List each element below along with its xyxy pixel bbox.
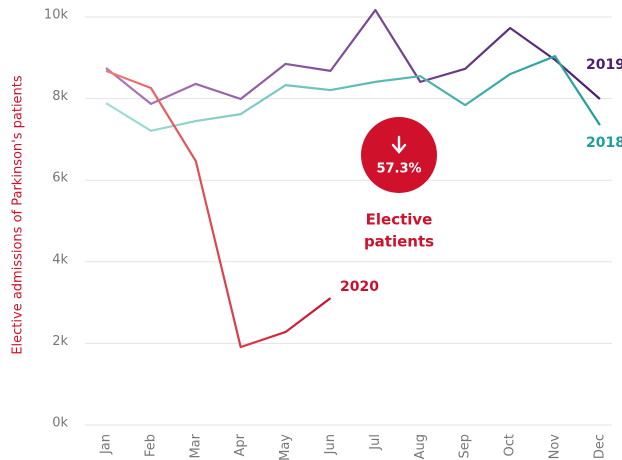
x-tick-label: Apr [233,433,248,456]
y-tick-label: 8k [52,89,68,104]
y-axis-label: Elective admissions of Parkinson's patie… [11,75,26,355]
series-label: 2020 [340,279,379,295]
y-tick-label: 6k [52,171,68,186]
x-tick-label: Jul [368,434,383,451]
series-label: 2018 [586,135,622,151]
x-tick-label: May [278,434,293,460]
annotation-text: Elective [366,211,433,229]
series-label: 2019 [586,57,622,73]
series-line [105,55,601,132]
x-tick-label: Jan [99,434,114,455]
y-tick-label: 10k [44,8,69,23]
x-tick-label: Sep [458,434,473,459]
x-tick-label: Dec [592,434,607,459]
x-tick-label: Aug [413,434,428,459]
x-tick-label: Nov [548,434,563,460]
series-line [105,69,332,349]
annotation-text: patients [364,233,434,251]
y-tick-label: 4k [52,252,68,267]
annotation-badge [361,117,437,193]
x-tick-label: Mar [188,433,203,458]
x-tick-label: Feb [143,434,158,457]
annotation-value: 57.3% [376,162,421,177]
y-tick-label: 2k [52,334,68,349]
y-tick-label: 0k [52,416,68,431]
x-tick-label: Oct [503,434,518,456]
x-tick-label: Jun [323,434,338,455]
series-line [105,8,601,106]
annotation-arrow [391,135,407,154]
